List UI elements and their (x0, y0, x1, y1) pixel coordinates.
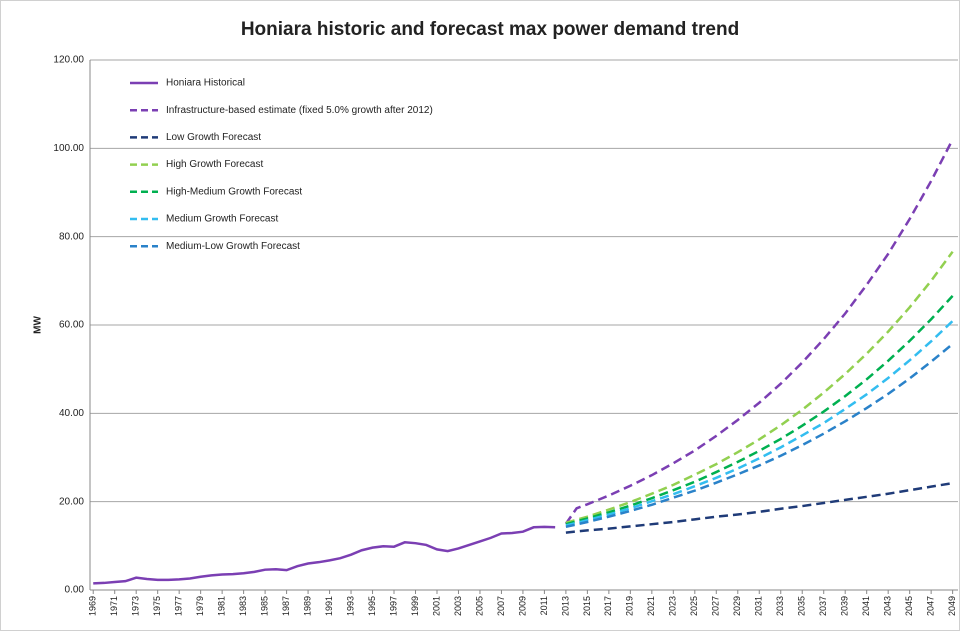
x-tick-label: 2027 (711, 596, 721, 616)
x-tick-label: 2011 (539, 596, 549, 615)
x-tick-label: 2049 (947, 596, 957, 616)
legend-label: High Growth Forecast (166, 159, 263, 170)
x-tick-label: 2013 (560, 596, 570, 616)
x-tick-label: 1991 (324, 596, 334, 616)
x-tick-label: 2015 (582, 596, 592, 616)
x-tick-label: 1969 (88, 596, 98, 616)
x-tick-label: 2001 (431, 596, 441, 616)
series-line (565, 343, 954, 529)
x-tick-label: 1987 (281, 596, 291, 616)
x-tick-label: 1997 (388, 596, 398, 616)
x-tick-label: 1981 (217, 596, 227, 616)
chart-title: Honiara historic and forecast max power … (241, 19, 739, 40)
x-tick-label: 2005 (474, 596, 484, 616)
series-line (565, 250, 954, 525)
legend-label: Infrastructure-based estimate (fixed 5.0… (166, 105, 433, 116)
x-tick-label: 2031 (754, 596, 764, 616)
x-tick-label: 2033 (775, 596, 785, 616)
x-tick-label: 1971 (109, 596, 119, 616)
legend-label: Medium-Low Growth Forecast (166, 241, 300, 252)
y-tick-label: 60.00 (59, 320, 84, 331)
x-tick-label: 2023 (668, 596, 678, 616)
x-tick-label: 1995 (367, 596, 377, 616)
x-tick-label: 1993 (345, 596, 355, 616)
legend-label: Low Growth Forecast (166, 132, 261, 143)
series-line (565, 481, 953, 534)
x-tick-label: 1983 (238, 596, 248, 616)
x-tick-label: 2045 (904, 596, 914, 616)
y-axis-label: MW (33, 316, 44, 334)
series-line (93, 525, 556, 585)
x-tick-label: 2037 (818, 596, 828, 616)
x-tick-label: 2017 (603, 596, 613, 616)
x-tick-label: 1979 (195, 596, 205, 616)
x-tick-label: 2041 (861, 596, 871, 616)
series-line (564, 138, 954, 525)
x-tick-label: 1989 (302, 596, 312, 616)
y-tick-label: 40.00 (59, 408, 84, 419)
x-tick-label: 2003 (453, 596, 463, 616)
y-tick-label: 0.00 (65, 585, 85, 596)
legend-label: Medium Growth Forecast (166, 214, 278, 225)
x-tick-label: 1973 (131, 596, 141, 616)
x-tick-label: 1975 (152, 596, 162, 616)
y-tick-label: 20.00 (59, 496, 84, 507)
x-tick-label: 1999 (410, 596, 420, 616)
x-tick-label: 2039 (840, 596, 850, 616)
x-tick-label: 2047 (926, 596, 936, 616)
x-tick-label: 2029 (732, 596, 742, 616)
x-tick-label: 2019 (625, 596, 635, 616)
x-tick-label: 2035 (797, 596, 807, 616)
x-tick-label: 2007 (496, 596, 506, 616)
x-tick-label: 1977 (174, 596, 184, 616)
x-tick-label: 1985 (259, 596, 269, 616)
series-line (565, 320, 954, 527)
y-tick-label: 120.00 (53, 55, 84, 66)
x-tick-label: 2009 (517, 596, 527, 616)
x-tick-label: 2021 (646, 596, 656, 616)
legend-label: Honiara Historical (166, 78, 245, 89)
x-tick-label: 2025 (689, 596, 699, 616)
legend-label: High-Medium Growth Forecast (166, 186, 302, 197)
y-tick-label: 100.00 (53, 143, 84, 154)
series-line (565, 295, 954, 526)
x-tick-label: 2043 (883, 596, 893, 616)
y-tick-label: 80.00 (59, 231, 84, 242)
